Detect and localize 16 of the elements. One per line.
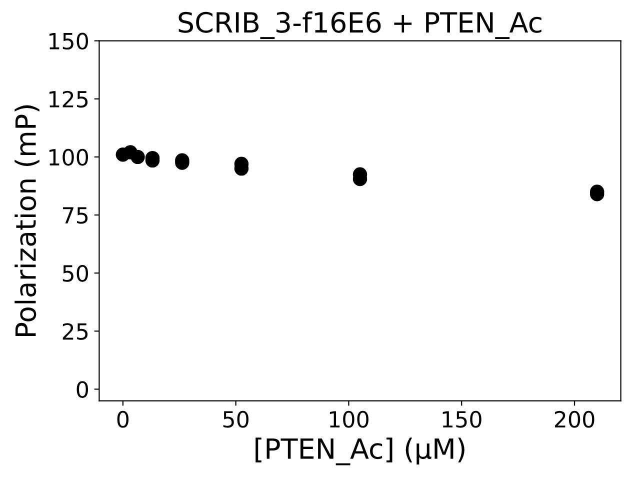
y-tick-label: 75 — [63, 207, 88, 224]
x-axis-title: [PTEN_Ac] (µM) — [256, 438, 464, 466]
y-axis-title: Polarization (mP) — [14, 105, 40, 336]
y-tick-label: 25 — [62, 323, 88, 340]
x-tick-label: 0 — [117, 410, 129, 428]
y-tick-label: 100 — [50, 148, 88, 166]
x-tick-label: 100 — [330, 410, 368, 428]
y-tick-label: 0 — [76, 381, 88, 398]
x-tick-label: 150 — [442, 410, 482, 428]
x-tick-label: 200 — [554, 410, 594, 428]
x-tick-label: 50 — [223, 410, 248, 428]
chart-title: SCRIB_3-f16E6 + PTEN_Ac — [178, 11, 542, 40]
y-tick-label: 50 — [62, 265, 88, 282]
y-tick-label: 125 — [50, 90, 88, 108]
point — [130, 150, 145, 164]
y-tick-label: 150 — [50, 32, 88, 50]
